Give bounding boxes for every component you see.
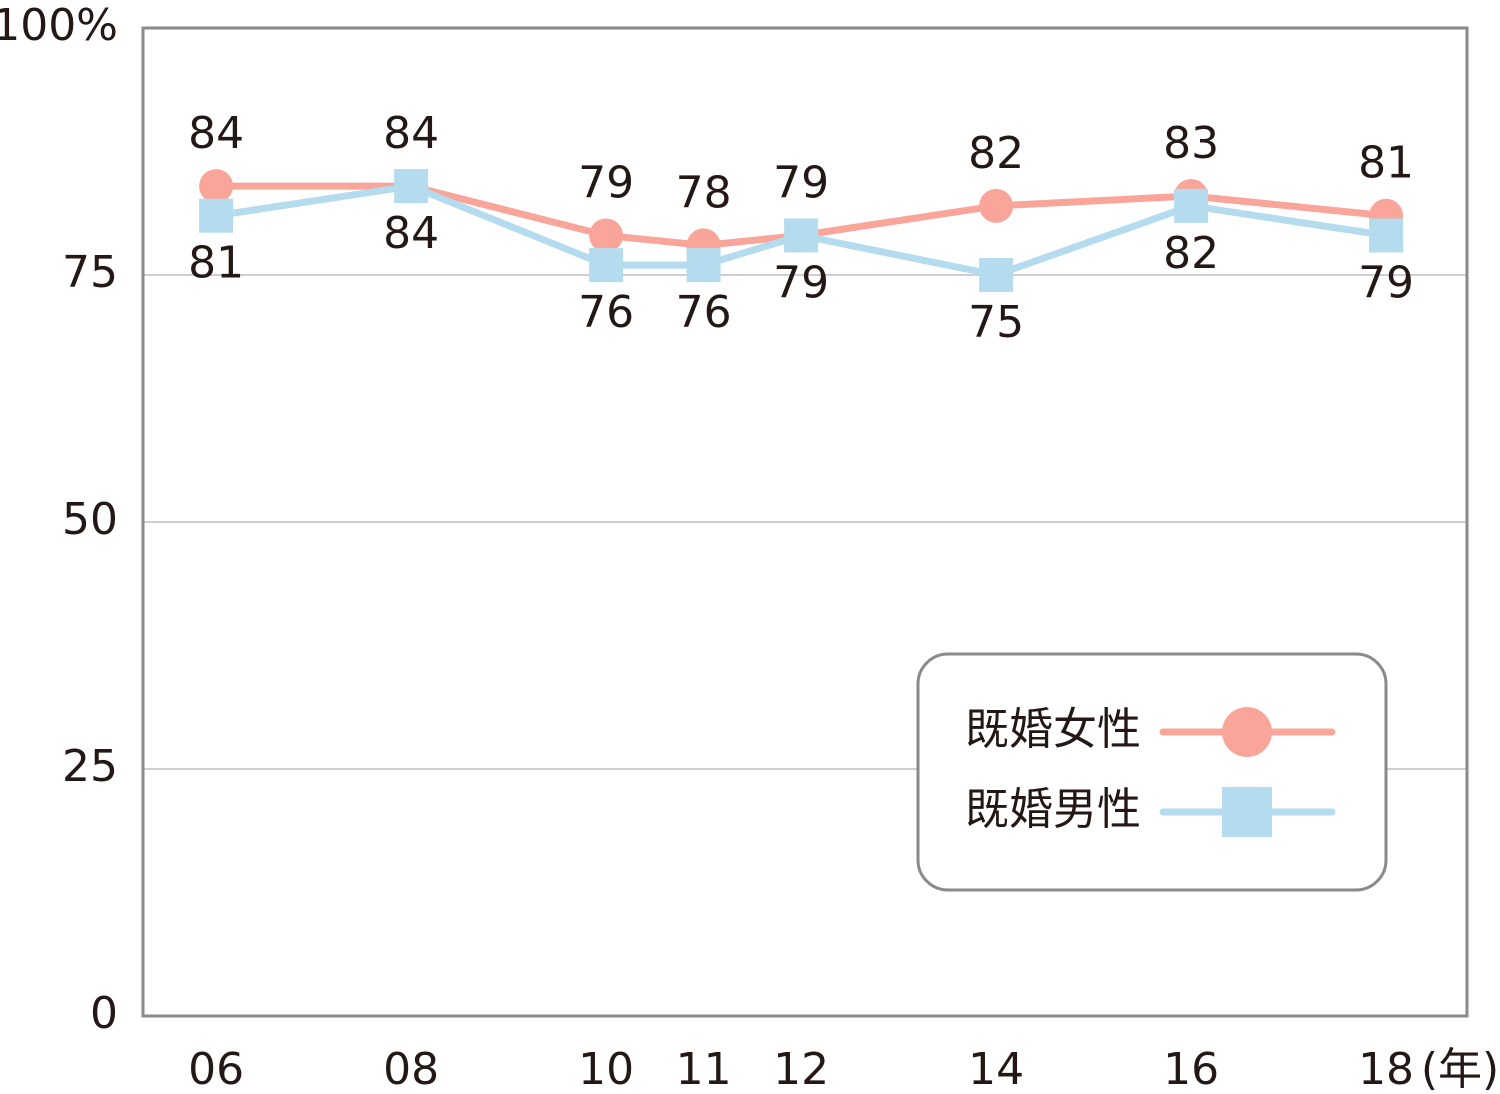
data-point bbox=[589, 218, 624, 253]
data-label: 75 bbox=[968, 297, 1024, 348]
data-label: 84 bbox=[383, 208, 439, 259]
y-tick-label: 100% bbox=[0, 0, 118, 51]
data-label: 79 bbox=[773, 257, 829, 308]
data-label: 83 bbox=[1163, 118, 1219, 169]
data-label: 79 bbox=[578, 157, 634, 208]
legend-box bbox=[916, 652, 1388, 892]
data-point bbox=[686, 248, 721, 283]
x-tick-label: 14 bbox=[968, 1044, 1024, 1094]
data-point bbox=[589, 248, 624, 283]
data-label: 79 bbox=[1358, 257, 1414, 308]
data-point bbox=[784, 218, 819, 253]
data-label: 76 bbox=[676, 287, 732, 338]
plot-frame bbox=[141, 26, 1469, 1018]
data-point bbox=[199, 198, 234, 233]
data-label: 78 bbox=[676, 167, 732, 218]
data-label: 81 bbox=[188, 238, 244, 289]
data-label: 79 bbox=[773, 157, 829, 208]
data-point bbox=[1369, 218, 1404, 253]
x-axis-label: (年) bbox=[1421, 1044, 1499, 1094]
data-label: 81 bbox=[1358, 138, 1414, 189]
data-point bbox=[394, 169, 429, 204]
x-tick-label: 12 bbox=[773, 1044, 829, 1094]
legend-marker bbox=[1222, 787, 1272, 837]
data-label: 76 bbox=[578, 287, 634, 338]
x-tick-label: 11 bbox=[676, 1044, 732, 1094]
legend-label: 既婚女性 bbox=[965, 704, 1141, 755]
x-tick-label: 06 bbox=[188, 1044, 244, 1094]
data-label: 82 bbox=[1163, 228, 1219, 279]
data-label: 82 bbox=[968, 128, 1024, 179]
x-tick-label: 16 bbox=[1163, 1044, 1219, 1094]
data-label: 84 bbox=[188, 108, 244, 159]
data-point bbox=[1174, 188, 1209, 223]
data-point bbox=[199, 169, 234, 204]
x-tick-label: 10 bbox=[578, 1044, 634, 1094]
data-point bbox=[979, 188, 1014, 223]
legend-marker bbox=[1222, 707, 1272, 757]
y-tick-label: 50 bbox=[62, 494, 118, 545]
x-tick-label: 18 bbox=[1358, 1044, 1414, 1094]
series-line bbox=[215, 182, 1387, 279]
data-point bbox=[979, 258, 1014, 292]
data-label: 84 bbox=[383, 108, 439, 159]
y-tick-label: 75 bbox=[62, 247, 118, 298]
legend-label: 既婚男性 bbox=[965, 784, 1141, 835]
y-tick-label: 0 bbox=[90, 988, 118, 1039]
series-line bbox=[216, 182, 1387, 249]
y-tick-label: 25 bbox=[62, 741, 118, 792]
x-tick-label: 08 bbox=[383, 1044, 439, 1094]
